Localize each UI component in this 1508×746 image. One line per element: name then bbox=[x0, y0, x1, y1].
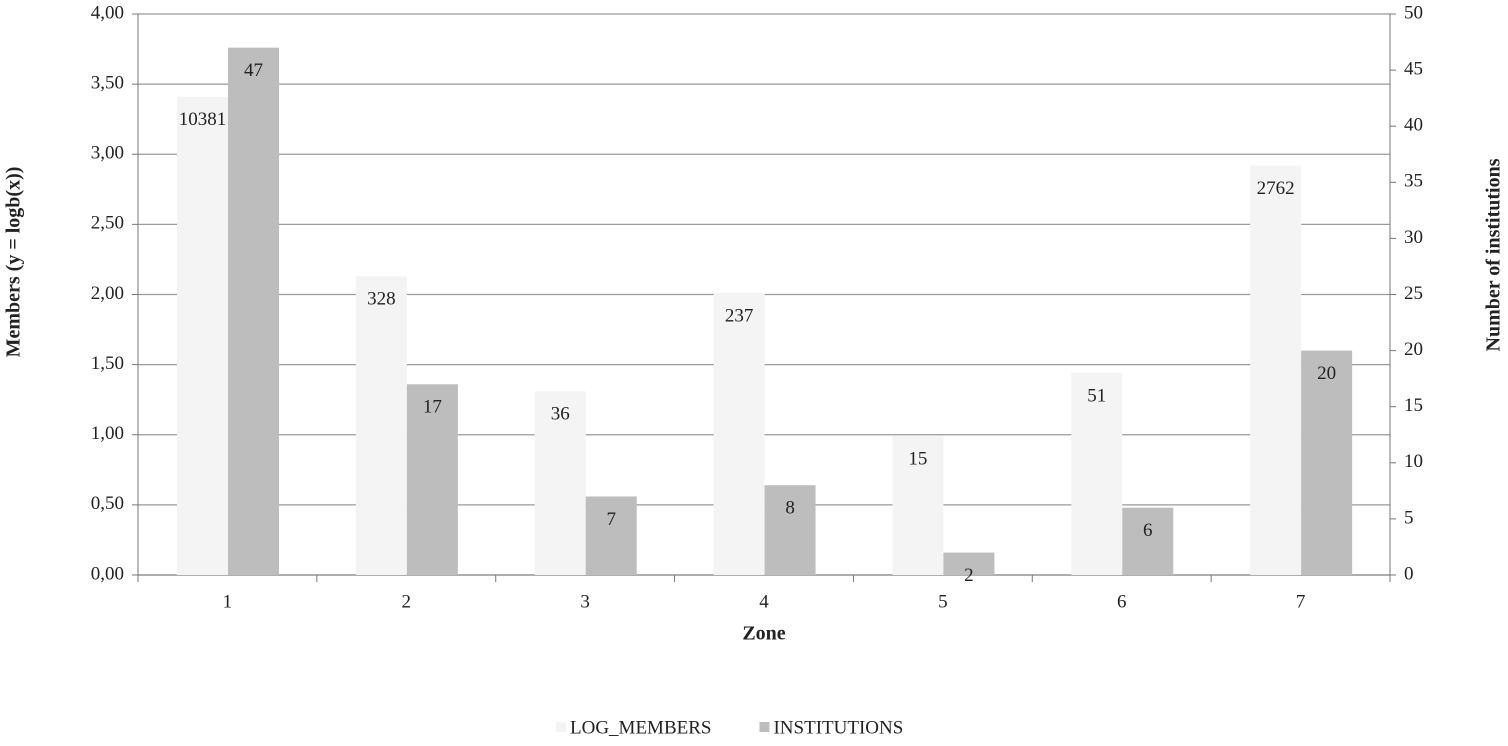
x-tick-label: 1 bbox=[223, 591, 233, 612]
x-tick-label: 4 bbox=[759, 591, 769, 612]
data-label: 8 bbox=[785, 498, 795, 519]
x-tick-label: 3 bbox=[580, 591, 590, 612]
y2-tick-label: 0 bbox=[1404, 563, 1414, 584]
bar bbox=[177, 96, 228, 575]
bar bbox=[1301, 350, 1353, 575]
data-label: 15 bbox=[908, 449, 927, 470]
data-label: 7 bbox=[606, 509, 616, 530]
x-tick-label: 5 bbox=[938, 591, 948, 612]
y-tick-label: 3,50 bbox=[91, 72, 124, 93]
bar bbox=[764, 485, 816, 575]
bar bbox=[713, 293, 765, 575]
bar bbox=[585, 496, 637, 575]
data-label: 36 bbox=[551, 404, 570, 425]
bar bbox=[943, 552, 995, 575]
y2-tick-label: 15 bbox=[1404, 395, 1423, 416]
y-tick-label: 1,00 bbox=[91, 423, 124, 444]
data-label: 2 bbox=[964, 565, 974, 586]
data-label: 20 bbox=[1317, 363, 1336, 384]
y2-tick-label: 45 bbox=[1404, 58, 1423, 79]
x-tick-label: 7 bbox=[1296, 591, 1306, 612]
bar bbox=[1122, 507, 1174, 575]
data-label: 47 bbox=[244, 60, 263, 81]
y-tick-label: 2,50 bbox=[91, 213, 124, 234]
data-label: 2762 bbox=[1257, 178, 1295, 199]
bar bbox=[1250, 165, 1302, 575]
bar bbox=[228, 47, 279, 576]
y2-tick-label: 20 bbox=[1404, 339, 1423, 360]
y2-tick-label: 25 bbox=[1404, 283, 1423, 304]
bar bbox=[355, 276, 407, 575]
y2-axis-title: Number of institutions bbox=[1483, 158, 1505, 351]
data-label: 237 bbox=[725, 305, 754, 326]
y-tick-label: 0,00 bbox=[91, 563, 124, 584]
data-label: 6 bbox=[1143, 520, 1153, 541]
y2-tick-label: 5 bbox=[1404, 507, 1414, 528]
data-label: 51 bbox=[1087, 385, 1106, 406]
data-label: 10381 bbox=[179, 109, 227, 130]
legend-swatch bbox=[759, 722, 770, 732]
y-tick-label: 2,00 bbox=[91, 283, 124, 304]
bar bbox=[892, 436, 944, 575]
legend-label: LOG_MEMBERS bbox=[570, 717, 711, 738]
y-tick-label: 1,50 bbox=[91, 353, 124, 374]
bar bbox=[1071, 373, 1123, 575]
y-tick-label: 4,00 bbox=[91, 2, 124, 23]
legend-swatch bbox=[556, 722, 566, 732]
x-tick-label: 6 bbox=[1117, 591, 1127, 612]
y2-tick-label: 40 bbox=[1404, 115, 1423, 136]
data-label: 17 bbox=[423, 397, 442, 418]
y-tick-label: 0,50 bbox=[91, 493, 124, 514]
data-label: 328 bbox=[367, 289, 396, 310]
bar bbox=[406, 384, 458, 575]
y-tick-label: 3,00 bbox=[91, 143, 124, 164]
y-axis-title: Members (y = logb(x)) bbox=[3, 167, 25, 358]
x-axis-title: Zone bbox=[742, 623, 785, 645]
legend-label: INSTITUTIONS bbox=[773, 717, 903, 738]
x-tick-label: 2 bbox=[402, 591, 412, 612]
bar bbox=[534, 391, 586, 575]
y2-tick-label: 10 bbox=[1404, 451, 1423, 472]
y2-tick-label: 35 bbox=[1404, 171, 1423, 192]
y2-tick-label: 30 bbox=[1404, 227, 1423, 248]
y2-tick-label: 50 bbox=[1404, 2, 1423, 23]
